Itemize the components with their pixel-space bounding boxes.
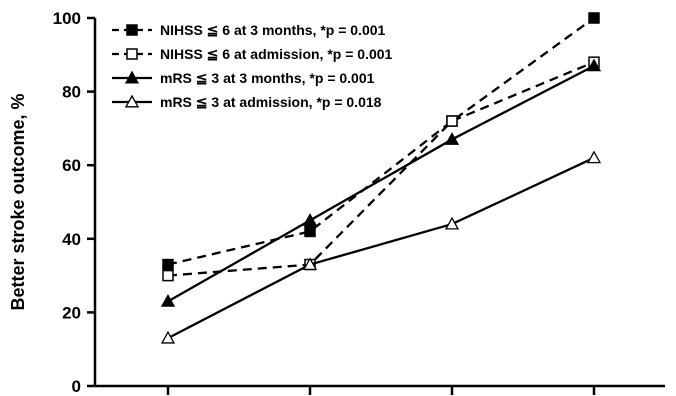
y-tick-label: 60 bbox=[62, 156, 81, 175]
y-tick-label: 80 bbox=[62, 83, 81, 102]
legend-item: NIHSS ≦ 6 at 3 months, *p = 0.001 bbox=[112, 22, 386, 38]
series-2 bbox=[162, 56, 600, 282]
series-line bbox=[167, 17, 595, 266]
legend-marker bbox=[126, 48, 138, 60]
x-ticks bbox=[166, 386, 596, 395]
data-point bbox=[304, 225, 316, 238]
legend-label: mRS ≦ 3 at 3 months, *p = 0.001 bbox=[160, 70, 375, 86]
axes bbox=[93, 18, 665, 388]
legend-marker bbox=[126, 24, 138, 36]
y-tick-label: 20 bbox=[62, 303, 81, 322]
data-point bbox=[446, 115, 458, 127]
legend-marker bbox=[124, 70, 140, 84]
legend-label: mRS ≦ 3 at admission, *p = 0.018 bbox=[160, 94, 382, 110]
data-point bbox=[444, 216, 460, 230]
data-point bbox=[302, 257, 318, 271]
data-point bbox=[586, 150, 602, 164]
legend-label: NIHSS ≦ 6 at 3 months, *p = 0.001 bbox=[160, 22, 386, 38]
series-3 bbox=[160, 58, 602, 307]
data-point bbox=[162, 258, 174, 271]
data-point bbox=[160, 330, 176, 344]
series-line bbox=[167, 64, 595, 303]
y-ticks: 0 20 40 60 80 100 bbox=[53, 9, 95, 396]
legend-item: NIHSS ≦ 6 at admission, *p = 0.001 bbox=[112, 46, 393, 62]
legend-label: NIHSS ≦ 6 at admission, *p = 0.001 bbox=[160, 46, 393, 62]
legend-marker bbox=[124, 94, 140, 108]
data-point bbox=[160, 294, 176, 307]
y-tick-label: 0 bbox=[72, 377, 81, 396]
series-line bbox=[167, 61, 595, 277]
legend-item: mRS ≦ 3 at admission, *p = 0.018 bbox=[112, 94, 382, 110]
data-point bbox=[162, 269, 174, 282]
series-layer bbox=[160, 12, 602, 344]
data-point bbox=[444, 132, 460, 145]
y-tick-label: 40 bbox=[62, 230, 81, 249]
y-axis-title: Better stroke outcome, % bbox=[8, 93, 28, 310]
legend-item: mRS ≦ 3 at 3 months, *p = 0.001 bbox=[112, 70, 375, 86]
y-tick-label: 100 bbox=[53, 9, 81, 28]
data-point bbox=[588, 12, 600, 24]
legend: NIHSS ≦ 6 at 3 months, *p = 0.001 NIHSS ≦… bbox=[112, 22, 393, 110]
series-line bbox=[167, 156, 595, 340]
series-4 bbox=[160, 150, 602, 344]
data-point bbox=[586, 58, 602, 72]
data-point bbox=[302, 213, 318, 226]
